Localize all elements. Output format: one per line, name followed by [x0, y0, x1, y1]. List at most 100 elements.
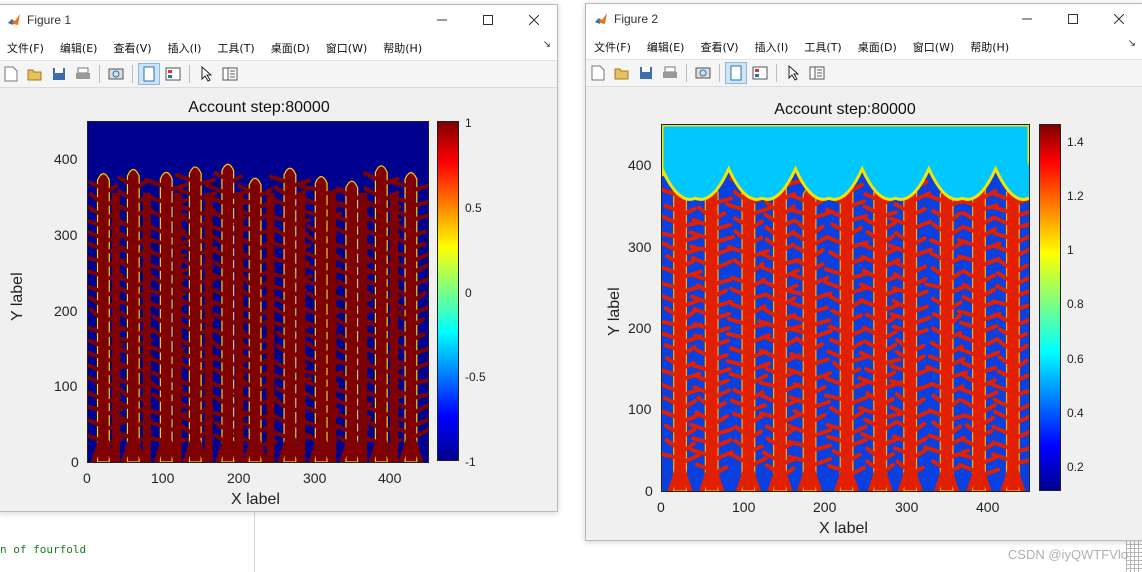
- save-icon: [640, 67, 652, 79]
- maximize-button[interactable]: [1050, 4, 1096, 34]
- show-plot-tools-button[interactable]: [163, 64, 183, 84]
- property-editor-button[interactable]: [220, 64, 240, 84]
- plot-tools-show-icon: [752, 66, 768, 80]
- menu-insert[interactable]: 插入(I): [167, 41, 202, 55]
- toolbar-separator: [776, 64, 777, 82]
- edit-plot-button[interactable]: [196, 64, 216, 84]
- close-button[interactable]: [1096, 4, 1142, 34]
- arrow-pointer-icon: [201, 66, 212, 82]
- colorbar-tick: -0.5: [465, 370, 486, 384]
- minimize-button[interactable]: [419, 5, 465, 35]
- menu-file[interactable]: 文件(F): [7, 41, 44, 55]
- title-bar[interactable]: Figure 1: [0, 5, 557, 35]
- print-button[interactable]: [660, 63, 680, 83]
- menu-window[interactable]: 窗口(W): [912, 40, 955, 54]
- colorbar-tick: 1.4: [1067, 135, 1084, 149]
- property-editor-icon: [222, 67, 238, 81]
- x-tick-100: 100: [732, 499, 756, 515]
- show-plot-tools-button[interactable]: [750, 63, 770, 83]
- toolbar: [0, 61, 557, 88]
- editor-code-line: n of fourfold: [0, 543, 87, 556]
- colorbar[interactable]: [1039, 124, 1061, 491]
- x-tick-400: 400: [976, 499, 1000, 515]
- link-plot-icon: [695, 67, 711, 79]
- y-tick-100: 100: [628, 401, 652, 417]
- menu-edit[interactable]: 编辑(E): [646, 40, 685, 54]
- menu-edit[interactable]: 编辑(E): [59, 41, 98, 55]
- colorbar-tick: 0.8: [1067, 297, 1084, 311]
- x-tick-100: 100: [151, 470, 175, 486]
- maximize-button[interactable]: [465, 5, 511, 35]
- menu-tools[interactable]: 工具(T): [804, 40, 842, 54]
- x-tick-300: 300: [895, 499, 919, 515]
- menu-insert[interactable]: 插入(I): [754, 40, 789, 54]
- minimize-button[interactable]: [1004, 4, 1050, 34]
- save-button[interactable]: [636, 63, 656, 83]
- print-icon: [76, 67, 90, 79]
- matlab-icon: [595, 13, 607, 24]
- window-title: Figure 1: [27, 13, 72, 27]
- menu-bar: 文件(F) 编辑(E) 查看(V) 插入(I) 工具(T) 桌面(D) 窗口(W…: [586, 34, 1142, 60]
- menu-help[interactable]: 帮助(H): [383, 41, 423, 55]
- watermark: CSDN @iyQWTFVlo: [1007, 547, 1128, 562]
- hide-plot-tools-button[interactable]: [725, 62, 747, 84]
- y-tick-0: 0: [645, 483, 653, 499]
- print-button[interactable]: [73, 64, 93, 84]
- close-icon: [1114, 14, 1124, 24]
- new-file-icon: [4, 66, 18, 82]
- open-folder-icon: [614, 68, 629, 80]
- menu-overflow-icon[interactable]: ↘: [1127, 38, 1136, 49]
- colorbar-tick: 0.4: [1067, 406, 1084, 420]
- toolbar-separator: [132, 65, 133, 83]
- new-figure-button[interactable]: [588, 63, 608, 83]
- y-tick-0: 0: [71, 454, 79, 470]
- menu-file[interactable]: 文件(F): [594, 40, 631, 54]
- menu-desktop[interactable]: 桌面(D): [270, 41, 310, 55]
- menu-help[interactable]: 帮助(H): [970, 40, 1010, 54]
- colorbar-tick: 1: [1067, 243, 1074, 257]
- property-editor-button[interactable]: [807, 63, 827, 83]
- colorbar-tick: 0.2: [1067, 460, 1084, 474]
- plot-area: Account step:80000 400 300 200 100 0 0 1…: [0, 89, 557, 511]
- figure-window-2[interactable]: Figure 2 文件(F) 编辑(E) 查看(V) 插入(I) 工具(T) 桌…: [585, 3, 1142, 541]
- colorbar-tick: 0.5: [465, 201, 482, 215]
- menu-tools[interactable]: 工具(T): [217, 41, 255, 55]
- x-axis-label: X label: [231, 491, 280, 508]
- open-button[interactable]: [25, 64, 45, 84]
- close-button[interactable]: [511, 5, 557, 35]
- y-tick-300: 300: [628, 239, 652, 255]
- y-axis-label: Y label: [9, 272, 26, 321]
- link-plot-button[interactable]: [106, 64, 126, 84]
- editor-divider: [254, 510, 255, 572]
- x-tick-200: 200: [227, 470, 251, 486]
- menu-view[interactable]: 查看(V): [700, 40, 739, 54]
- figure-window-1[interactable]: Figure 1 文件(F) 编辑(E) 查看(V) 插入(I) 工具(T) 桌…: [0, 4, 558, 512]
- menu-window[interactable]: 窗口(W): [325, 41, 368, 55]
- save-button[interactable]: [49, 64, 69, 84]
- window-title: Figure 2: [614, 12, 659, 26]
- colorbar[interactable]: [437, 121, 459, 461]
- colorbar-tick: 0: [465, 286, 472, 300]
- colorbar-tick: 1.2: [1067, 189, 1084, 203]
- arrow-pointer-icon: [788, 65, 799, 81]
- link-plot-icon: [108, 68, 124, 80]
- toolbar-separator: [189, 65, 190, 83]
- maximize-icon: [1068, 14, 1078, 24]
- new-figure-button[interactable]: [1, 64, 21, 84]
- x-tick-200: 200: [813, 499, 837, 515]
- menu-overflow-icon[interactable]: ↘: [542, 39, 551, 50]
- link-plot-button[interactable]: [693, 63, 713, 83]
- menu-desktop[interactable]: 桌面(D): [857, 40, 897, 54]
- open-button[interactable]: [612, 63, 632, 83]
- x-tick-300: 300: [303, 470, 327, 486]
- toolbar-separator: [99, 65, 100, 83]
- matlab-icon: [8, 14, 20, 25]
- open-folder-icon: [27, 69, 42, 81]
- title-bar[interactable]: Figure 2: [586, 4, 1142, 34]
- field-image[interactable]: [87, 121, 429, 463]
- property-editor-icon: [809, 66, 825, 80]
- edit-plot-button[interactable]: [783, 63, 803, 83]
- hide-plot-tools-button[interactable]: [138, 63, 160, 85]
- menu-view[interactable]: 查看(V): [113, 41, 152, 55]
- field-image[interactable]: [661, 124, 1030, 492]
